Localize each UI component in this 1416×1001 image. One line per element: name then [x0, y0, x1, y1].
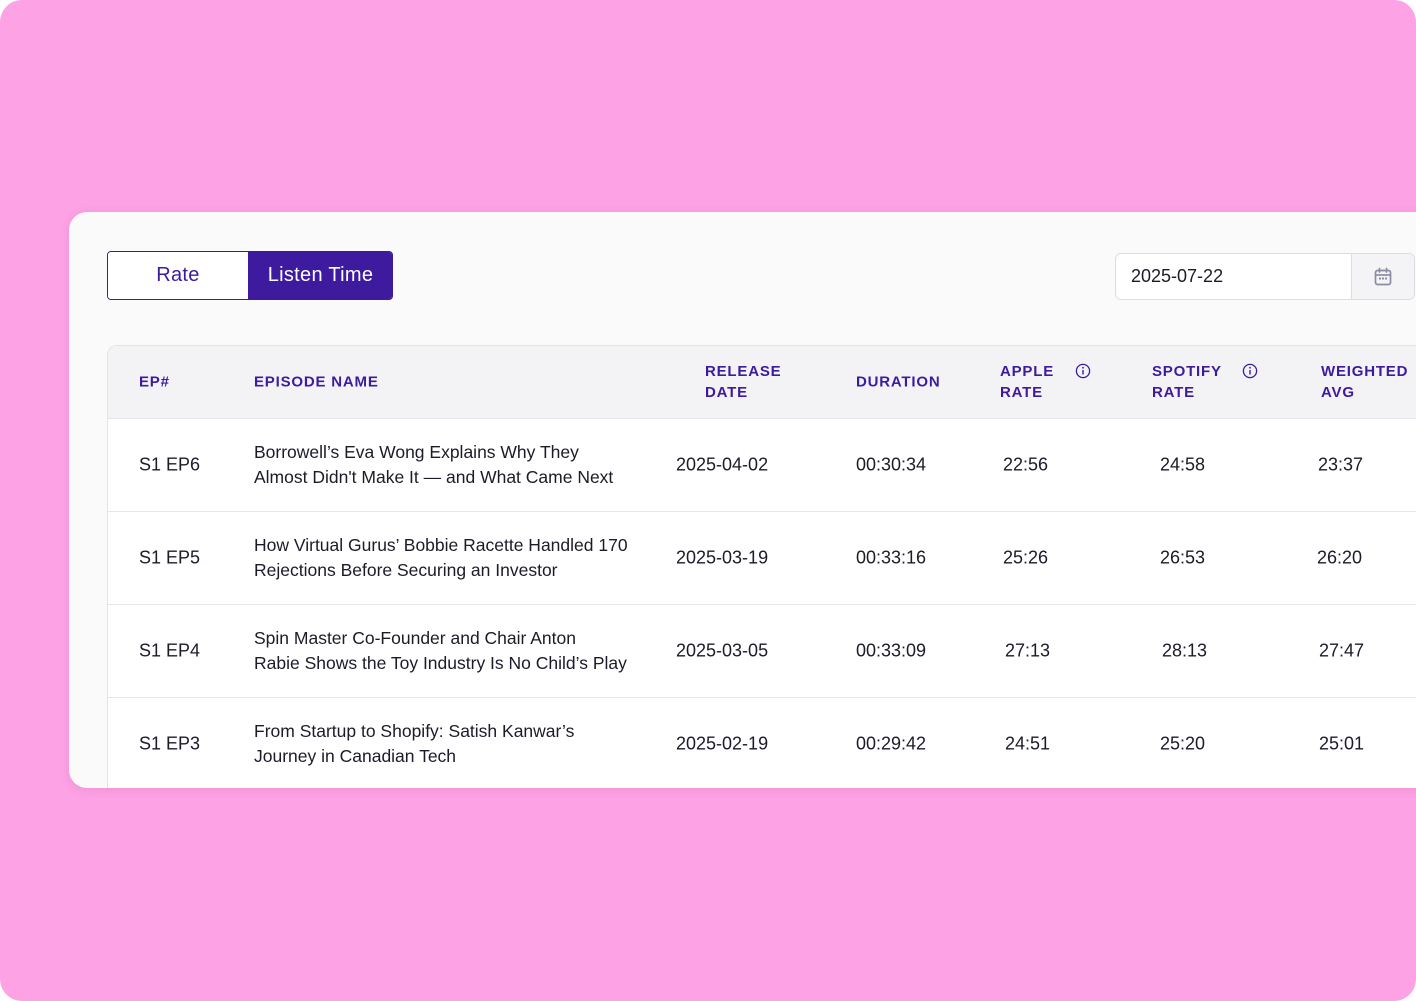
- cell-weighted-avg: 27:47: [1319, 640, 1365, 661]
- cell-release-date: 2025-02-19: [676, 733, 769, 754]
- header-spotify-rate[interactable]: SPOTIFY RATE: [1152, 361, 1262, 403]
- spotify-rate-info-icon[interactable]: [1242, 363, 1258, 379]
- episodes-table: EP# EPISODE NAME RELEASE DATE DURATION A…: [107, 345, 1416, 788]
- calendar-icon: [1374, 267, 1392, 285]
- header-release-date[interactable]: RELEASE DATE: [705, 363, 782, 401]
- calendar-button[interactable]: [1351, 254, 1414, 299]
- cell-ep: S1 EP4: [139, 640, 201, 661]
- cell-episode-name: From Startup to Shopify: Satish Kanwar’s…: [254, 721, 575, 766]
- cell-release-date: 2025-03-19: [676, 547, 769, 568]
- header-weighted-avg[interactable]: WEIGHTED AVG: [1321, 363, 1409, 401]
- cell-release-date: 2025-03-05: [676, 640, 769, 661]
- cell-apple-rate: 22:56: [1003, 454, 1049, 475]
- cell-duration: 00:30:34: [856, 454, 927, 475]
- cell-apple-rate: 27:13: [1005, 640, 1051, 661]
- date-picker: [1115, 253, 1415, 300]
- cell-episode-name: Borrowell’s Eva Wong Explains Why They A…: [254, 442, 614, 487]
- table-row[interactable]: S1 EP6 Borrowell’s Eva Wong Explains Why…: [108, 419, 1416, 512]
- header-episode-name[interactable]: EPISODE NAME: [254, 373, 379, 391]
- cell-ep: S1 EP3: [139, 733, 201, 754]
- cell-duration: 00:29:42: [856, 733, 927, 754]
- header-ep[interactable]: EP#: [139, 373, 170, 391]
- cell-ep: S1 EP6: [139, 454, 201, 475]
- cell-spotify-rate: 26:53: [1160, 547, 1206, 568]
- cell-duration: 00:33:09: [856, 640, 927, 661]
- cell-ep: S1 EP5: [139, 547, 201, 568]
- header-duration[interactable]: DURATION: [856, 373, 941, 391]
- cell-episode-name: How Virtual Gurus’ Bobbie Racette Handle…: [254, 535, 628, 580]
- cell-weighted-avg: 26:20: [1317, 547, 1363, 568]
- table-header: EP# EPISODE NAME RELEASE DATE DURATION A…: [108, 346, 1416, 419]
- table-row[interactable]: S1 EP4 Spin Master Co-Founder and Chair …: [108, 605, 1416, 698]
- metric-toggle: Rate Listen Time: [107, 251, 393, 300]
- cell-spotify-rate: 28:13: [1162, 640, 1208, 661]
- cell-spotify-rate: 25:20: [1160, 733, 1206, 754]
- cell-episode-name: Spin Master Co-Founder and Chair Anton R…: [254, 628, 627, 673]
- cell-apple-rate: 24:51: [1005, 733, 1051, 754]
- table-row[interactable]: S1 EP5 How Virtual Gurus’ Bobbie Racette…: [108, 512, 1416, 605]
- date-input[interactable]: [1116, 254, 1351, 299]
- cell-weighted-avg: 25:01: [1319, 733, 1365, 754]
- cell-weighted-avg: 23:37: [1318, 454, 1364, 475]
- header-apple-rate[interactable]: APPLE RATE: [1000, 361, 1092, 403]
- analytics-card: Rate Listen Time EP# EPISODE NAME: [69, 212, 1416, 788]
- cell-spotify-rate: 24:58: [1160, 454, 1206, 475]
- cell-apple-rate: 25:26: [1003, 547, 1049, 568]
- table-row[interactable]: S1 EP3 From Startup to Shopify: Satish K…: [108, 698, 1416, 788]
- rate-toggle-button[interactable]: Rate: [108, 252, 249, 299]
- cell-duration: 00:33:16: [856, 547, 927, 568]
- listen-time-toggle-button[interactable]: Listen Time: [249, 252, 392, 299]
- apple-rate-info-icon[interactable]: [1075, 363, 1091, 379]
- cell-release-date: 2025-04-02: [676, 454, 769, 475]
